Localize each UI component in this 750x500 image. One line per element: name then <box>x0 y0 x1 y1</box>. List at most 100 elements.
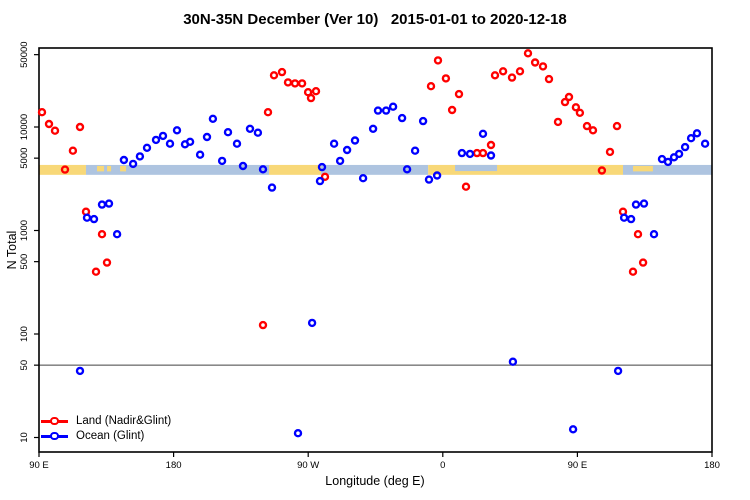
data-point <box>91 267 101 276</box>
data-point <box>612 121 622 131</box>
x-tick-label: 180 <box>704 460 720 471</box>
data-point <box>97 200 107 209</box>
data-point <box>433 56 443 65</box>
data-point <box>82 213 92 222</box>
data-point <box>217 156 227 166</box>
data-point <box>202 132 212 142</box>
data-point <box>426 81 436 91</box>
data-point <box>142 143 152 153</box>
data-point <box>619 213 629 222</box>
legend-item-land: Land (Nadir&Glint) <box>41 414 171 428</box>
data-point <box>498 67 508 76</box>
data-point <box>97 229 107 239</box>
data-point <box>478 148 488 158</box>
data-point <box>486 151 496 160</box>
data-point <box>639 199 649 208</box>
data-point <box>544 74 554 84</box>
data-point <box>457 148 467 158</box>
data-point <box>530 58 540 67</box>
x-tick-label: 90 E <box>568 460 588 471</box>
data-point <box>329 139 339 148</box>
data-point <box>441 74 451 83</box>
data-point <box>582 121 592 131</box>
map-strip-ocean <box>623 164 712 175</box>
data-point <box>478 129 488 139</box>
legend-ocean-label: Ocean (Glint) <box>76 430 145 442</box>
data-point <box>507 73 517 82</box>
legend-item-ocean: Ocean (Glint) <box>41 429 171 443</box>
data-point <box>208 114 218 124</box>
map-strip-island <box>633 165 653 172</box>
y-axis-label: N Total <box>5 230 19 270</box>
y-tick-label: 50 <box>19 360 30 371</box>
y-tick-label: 10 <box>19 432 30 443</box>
data-point <box>89 214 99 224</box>
data-point <box>515 67 525 76</box>
data-point <box>172 126 182 135</box>
data-point <box>418 116 428 126</box>
data-point <box>119 155 129 165</box>
data-point <box>267 183 277 192</box>
data-point <box>523 49 533 58</box>
x-tick-label: 180 <box>166 460 182 471</box>
data-point <box>613 366 623 376</box>
data-point <box>410 146 420 155</box>
data-point <box>44 119 54 129</box>
y-tick-label: 50000 <box>19 41 30 67</box>
x-tick-label: 0 <box>440 460 445 471</box>
data-point <box>605 147 615 157</box>
data-point <box>75 122 85 132</box>
data-point <box>388 102 398 111</box>
data-point <box>432 171 442 180</box>
data-point <box>165 139 175 148</box>
data-point <box>60 165 70 174</box>
data-point <box>104 199 114 208</box>
legend-land-symbol-icon <box>41 416 68 426</box>
data-point <box>283 78 293 87</box>
data-point <box>571 103 581 112</box>
data-point <box>490 71 500 80</box>
data-point <box>50 126 60 135</box>
x-axis-label: Longitude (deg E) <box>325 474 425 488</box>
data-point <box>245 124 255 134</box>
legend: Land (Nadir&Glint) Ocean (Glint) <box>41 414 171 443</box>
x-tick-label: 90 E <box>29 460 49 471</box>
data-point <box>564 92 574 102</box>
open-circle-icon <box>50 416 59 425</box>
data-point <box>135 152 145 161</box>
data-point <box>307 318 317 328</box>
data-point <box>626 214 636 224</box>
data-point <box>317 162 327 172</box>
map-strip-sea-notch <box>455 164 498 172</box>
data-point <box>538 62 548 71</box>
data-point <box>128 159 138 169</box>
data-point <box>151 135 161 145</box>
data-point <box>297 79 307 88</box>
data-point <box>75 366 85 376</box>
data-point <box>232 139 242 148</box>
data-point <box>575 108 585 118</box>
data-point <box>631 200 641 209</box>
data-point <box>68 146 78 155</box>
map-strip-land <box>428 164 624 175</box>
y-tick-label: 500 <box>19 254 30 270</box>
map-strip-island <box>107 165 112 172</box>
data-point <box>381 106 391 115</box>
data-point <box>628 267 638 276</box>
series-land-nadir-glint- <box>37 49 648 330</box>
data-point <box>269 71 279 80</box>
data-point <box>253 128 263 137</box>
data-point <box>320 172 330 182</box>
data-point <box>465 149 475 159</box>
y-tick-label: 10000 <box>19 114 30 140</box>
data-point <box>700 139 710 148</box>
data-point <box>358 173 368 183</box>
data-point <box>277 67 287 77</box>
data-point <box>638 258 648 267</box>
data-point <box>692 129 702 138</box>
y-tick-label: 1000 <box>19 220 30 241</box>
data-point <box>674 149 684 159</box>
legend-ocean-symbol-icon <box>41 431 68 441</box>
map-strip-ocean <box>321 164 429 175</box>
data-point <box>185 137 195 147</box>
